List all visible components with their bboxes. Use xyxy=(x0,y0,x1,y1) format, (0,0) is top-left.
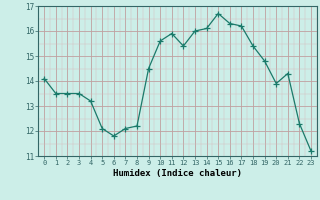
X-axis label: Humidex (Indice chaleur): Humidex (Indice chaleur) xyxy=(113,169,242,178)
